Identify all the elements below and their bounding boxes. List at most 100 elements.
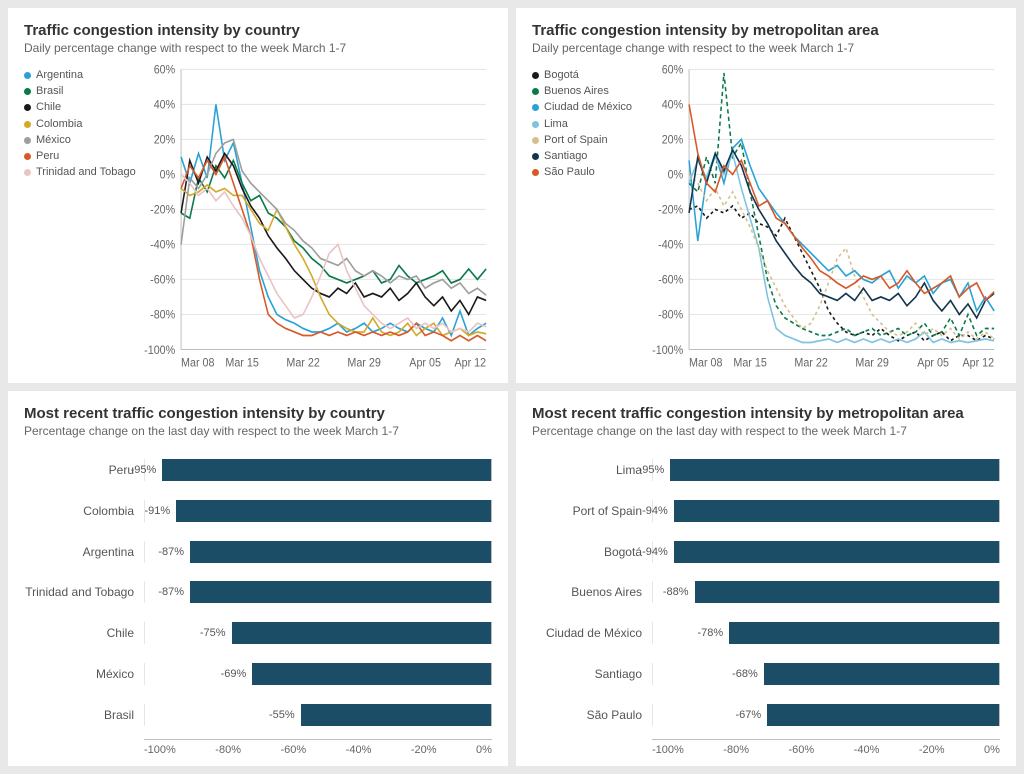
series-line [181, 174, 486, 332]
legend-country: Argentina Brasil Chile Colombia México Peru Tr… [24, 63, 136, 373]
panel-title: Most recent traffic congestion intensity… [532, 405, 1000, 422]
bar-track: -78% [652, 622, 1000, 644]
bar-row: Brasil -55% [24, 700, 492, 730]
legend-item[interactable]: Chile [24, 101, 136, 114]
bar-xaxis-tick: -40% [854, 744, 880, 756]
legend-label: Peru [36, 150, 59, 163]
bar-xaxis-tick: -60% [280, 744, 306, 756]
bar-xaxis: -100%-80%-60%-40%-20%0% [532, 739, 1000, 756]
legend-swatch [24, 169, 31, 176]
legend-item[interactable]: Santiago [532, 150, 644, 163]
bar-value-label: -94% [642, 546, 668, 558]
bar-xaxis-tick: -100% [652, 744, 684, 756]
svg-text:20%: 20% [662, 134, 684, 147]
bar-rows-country: Peru-95%Colombia-91%Argentina-87%Trinida… [24, 450, 492, 735]
bar-fill[interactable]: -88% [695, 581, 999, 603]
bar-xaxis-tick: -60% [788, 744, 814, 756]
svg-text:Mar 29: Mar 29 [347, 357, 380, 370]
legend-item[interactable]: Ciudad de México [532, 101, 644, 114]
svg-text:-100%: -100% [652, 344, 683, 357]
legend-label: Bogotá [544, 69, 579, 82]
bar-fill[interactable]: -87% [190, 541, 491, 563]
legend-item[interactable]: São Paulo [532, 166, 644, 179]
series-line [689, 150, 994, 318]
bar-row: Lima-95% [532, 455, 1000, 485]
bar-fill[interactable]: -78% [729, 622, 999, 644]
bar-row: Santiago-68% [532, 659, 1000, 689]
bar-fill[interactable]: -75% [232, 622, 492, 644]
bar-row: México -69% [24, 659, 492, 689]
legend-item[interactable]: Argentina [24, 69, 136, 82]
bar-track: -95% [144, 459, 492, 481]
bar-xaxis-tick: -80% [215, 744, 241, 756]
bar-category-label: São Paulo [532, 708, 652, 722]
legend-label: Santiago [544, 150, 587, 163]
bar-track: -94% [652, 500, 1000, 522]
svg-text:Mar 22: Mar 22 [794, 357, 827, 370]
legend-swatch [24, 88, 31, 95]
bar-xaxis-tick: 0% [476, 744, 492, 756]
panel-title: Most recent traffic congestion intensity… [24, 405, 492, 422]
svg-text:Mar 29: Mar 29 [855, 357, 888, 370]
legend-item[interactable]: México [24, 134, 136, 147]
svg-text:0%: 0% [160, 169, 176, 182]
bar-track: -55% [144, 704, 492, 726]
svg-text:-100%: -100% [144, 344, 175, 357]
bar-fill[interactable]: -67% [767, 704, 999, 726]
legend-label: Chile [36, 101, 61, 114]
svg-text:-20%: -20% [150, 204, 175, 217]
legend-item[interactable]: Bogotá [532, 69, 644, 82]
bar-fill[interactable]: -87% [190, 581, 491, 603]
series-line [181, 185, 486, 336]
bar-fill[interactable]: -91% [176, 500, 491, 522]
svg-text:Apr 05: Apr 05 [409, 357, 441, 370]
legend-item[interactable]: Trinidad and Tobago [24, 166, 136, 179]
bar-fill[interactable]: -94% [674, 500, 999, 522]
bar-value-label: -95% [639, 464, 665, 476]
bar-category-label: Ciudad de México [532, 626, 652, 640]
bar-track: -91% [144, 500, 492, 522]
bar-category-label: México [24, 667, 144, 681]
svg-text:-80%: -80% [658, 309, 683, 322]
bar-row: Peru-95% [24, 455, 492, 485]
bar-xaxis-tick: -20% [411, 744, 437, 756]
svg-text:40%: 40% [154, 99, 176, 112]
legend-item[interactable]: Peru [24, 150, 136, 163]
bar-fill[interactable]: -95% [162, 459, 491, 481]
bar-track: -87% [144, 581, 492, 603]
svg-text:Mar 08: Mar 08 [181, 357, 214, 370]
bar-value-label: -95% [131, 464, 157, 476]
panel-title: Traffic congestion intensity by metropol… [532, 22, 1000, 39]
bar-fill[interactable]: -55% [301, 704, 491, 726]
legend-item[interactable]: Brasil [24, 85, 136, 98]
legend-item[interactable]: Lima [532, 118, 644, 131]
legend-item[interactable]: Buenos Aires [532, 85, 644, 98]
svg-text:Mar 15: Mar 15 [733, 357, 766, 370]
legend-swatch [532, 153, 539, 160]
panel-bar-country: Most recent traffic congestion intensity… [8, 391, 508, 766]
panel-subtitle: Daily percentage change with respect to … [532, 41, 1000, 55]
bar-fill[interactable]: -69% [252, 663, 491, 685]
legend-item[interactable]: Colombia [24, 118, 136, 131]
bar-category-label: Brasil [24, 708, 144, 722]
panel-subtitle: Daily percentage change with respect to … [24, 41, 492, 55]
svg-text:-40%: -40% [658, 239, 683, 252]
bar-value-label: -55% [269, 709, 295, 721]
legend-item[interactable]: Port of Spain [532, 134, 644, 147]
bar-fill[interactable]: -68% [764, 663, 999, 685]
bar-xaxis-tick: -100% [144, 744, 176, 756]
bar-row: Argentina-87% [24, 537, 492, 567]
svg-text:60%: 60% [662, 64, 684, 77]
bar-value-label: -68% [732, 668, 758, 680]
bar-xaxis-tick: -40% [346, 744, 372, 756]
bar-category-label: Colombia [24, 504, 144, 518]
bar-row: Chile -75% [24, 618, 492, 648]
bar-fill[interactable]: -94% [674, 541, 999, 563]
legend-swatch [24, 104, 31, 111]
legend-metro: Bogotá Buenos Aires Ciudad de México Lima Po… [532, 63, 644, 373]
bar-category-label: Chile [24, 626, 144, 640]
svg-text:-80%: -80% [150, 309, 175, 322]
bar-value-label: -88% [663, 586, 689, 598]
bar-fill[interactable]: -95% [670, 459, 999, 481]
svg-text:Apr 12: Apr 12 [962, 357, 994, 370]
